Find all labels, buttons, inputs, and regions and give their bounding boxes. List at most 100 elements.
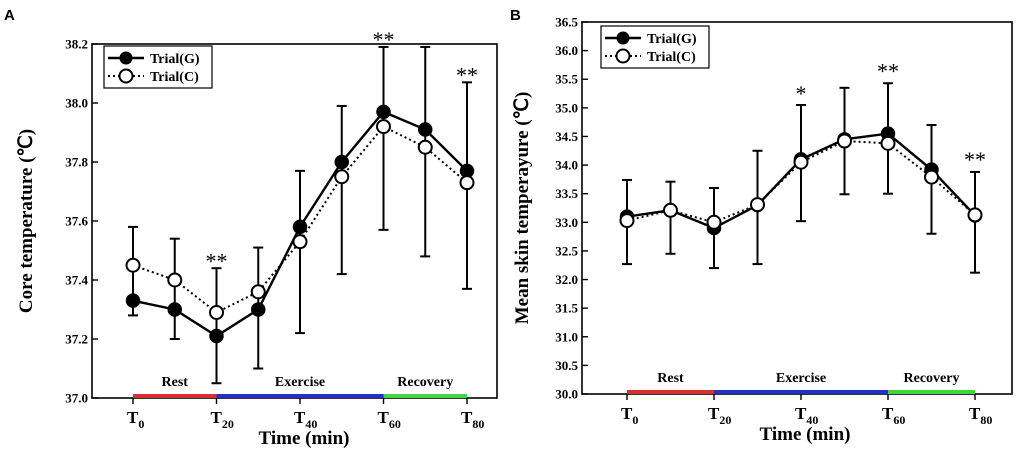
panel-letter: B [510,7,521,24]
x-tick-base: T [969,404,981,423]
y-tick-label: 37.0 [65,391,88,406]
data-point-trial-c [417,139,433,155]
y-tick-label: 36.5 [555,15,578,30]
x-tick-subscript: 0 [138,417,144,431]
data-point-trial-c [459,175,475,191]
x-tick-label: T60 [378,408,401,431]
y-tick-label: 35.5 [555,72,578,87]
data-point-trial-g [376,104,391,120]
y-tick-label: 32.5 [555,243,578,258]
x-tick-base: T [795,404,807,423]
y-tick-label: 38.2 [65,37,88,52]
significance-marker: ** [373,27,395,52]
x-tick-subscript: 20 [719,413,731,427]
y-axis-title: Core temperature (℃) [16,129,37,313]
y-tick-label: 33.5 [555,186,578,201]
data-point-trial-c [880,135,896,151]
legend-marker-trial-c [118,68,134,84]
phase-label: Exercise [275,375,325,390]
significance-marker: * [796,81,807,106]
plot-frame [91,43,498,399]
x-tick-label: T0 [621,404,638,427]
x-tick-subscript: 60 [893,413,905,427]
legend-marker-trial-g [616,31,630,45]
legend-marker-trial-g [119,51,133,65]
y-tick-label: 34.5 [555,129,578,144]
data-point-trial-g [334,154,349,170]
data-point-trial-c [376,119,391,135]
y-tick-label: 31.0 [555,329,578,344]
phase-label: Recovery [904,371,960,386]
y-tick-label: 37.4 [65,273,88,288]
y-tick-label: 38.0 [65,96,88,111]
x-tick-label: T20 [708,404,731,427]
y-tick-label: 34.0 [555,158,578,173]
y-tick-label: 31.5 [555,301,578,316]
data-point-trial-c [750,197,765,213]
x-tick-label: T60 [882,404,905,427]
series-line-trial-c [626,140,976,224]
x-tick-subscript: 80 [980,413,992,427]
x-tick-subscript: 40 [806,413,818,427]
x-axis-title: Time (min) [760,424,851,445]
data-point-trial-c [167,272,183,288]
significance-marker: ** [206,248,228,273]
x-tick-label: T80 [461,408,484,431]
data-point-trial-c [209,304,224,320]
x-tick-subscript: 20 [222,417,234,431]
x-axis-title: Time (min) [259,428,350,449]
x-tick-label: T80 [969,404,992,427]
legend-marker-trial-c [615,48,631,64]
data-point-trial-g [292,219,308,235]
x-tick-label: T40 [294,408,317,431]
data-point-trial-c [619,213,635,229]
significance-marker: ** [456,63,478,88]
phase-label: Recovery [397,375,453,390]
x-tick-subscript: 0 [632,413,638,427]
data-point-trial-g [167,302,182,317]
y-tick-label: 30.5 [555,358,578,373]
significance-marker: ** [964,147,986,172]
data-point-trial-c [793,154,809,170]
y-tick-label: 37.6 [65,214,88,229]
y-tick-label: 32.0 [555,272,578,287]
x-tick-base: T [621,404,633,423]
data-point-trial-g [209,328,224,344]
data-point-trial-c [292,234,308,250]
y-tick-label: 35.0 [555,100,578,115]
x-tick-label: T20 [211,408,234,431]
x-tick-base: T [294,408,306,427]
data-point-trial-c [125,257,141,273]
legend-label-trial-c: Trial(C) [150,70,199,85]
significance-marker: ** [877,59,899,84]
data-point-trial-c [706,214,722,230]
legend: Trial(G) Trial(C) [600,25,710,69]
y-tick-label: 36.0 [555,43,578,58]
data-point-trial-c [250,284,266,300]
y-tick-label: 33.0 [555,215,578,230]
series-line-trial-c [132,125,468,314]
panel-letter: A [4,7,15,24]
x-tick-subscript: 40 [305,417,317,431]
x-tick-base: T [461,408,473,427]
data-point-trial-c [334,169,350,185]
data-point-trial-g [125,293,141,308]
y-axis-title: Mean skin temperayure (℃) [512,92,533,325]
y-tick-label: 37.8 [65,155,88,170]
legend: Trial(G) Trial(C) [103,45,213,89]
x-tick-base: T [378,408,390,427]
data-point-trial-c [924,169,939,185]
x-tick-base: T [882,404,894,423]
phase-label: Rest [657,371,684,386]
x-tick-base: T [708,404,720,423]
phase-label: Exercise [776,371,826,386]
data-point-trial-g [418,122,433,137]
legend-label-trial-c: Trial(C) [647,50,696,65]
phase-label: Rest [162,375,189,390]
legend-label-trial-g: Trial(G) [150,52,200,67]
panel-b: B 30.0 30.5 31.0 31.5 32.0 32.5 33.0 33.5 34.0 34.… [510,7,1013,445]
data-point-trial-c [967,207,983,223]
x-tick-base: T [211,408,223,427]
data-point-trial-c [837,133,852,149]
